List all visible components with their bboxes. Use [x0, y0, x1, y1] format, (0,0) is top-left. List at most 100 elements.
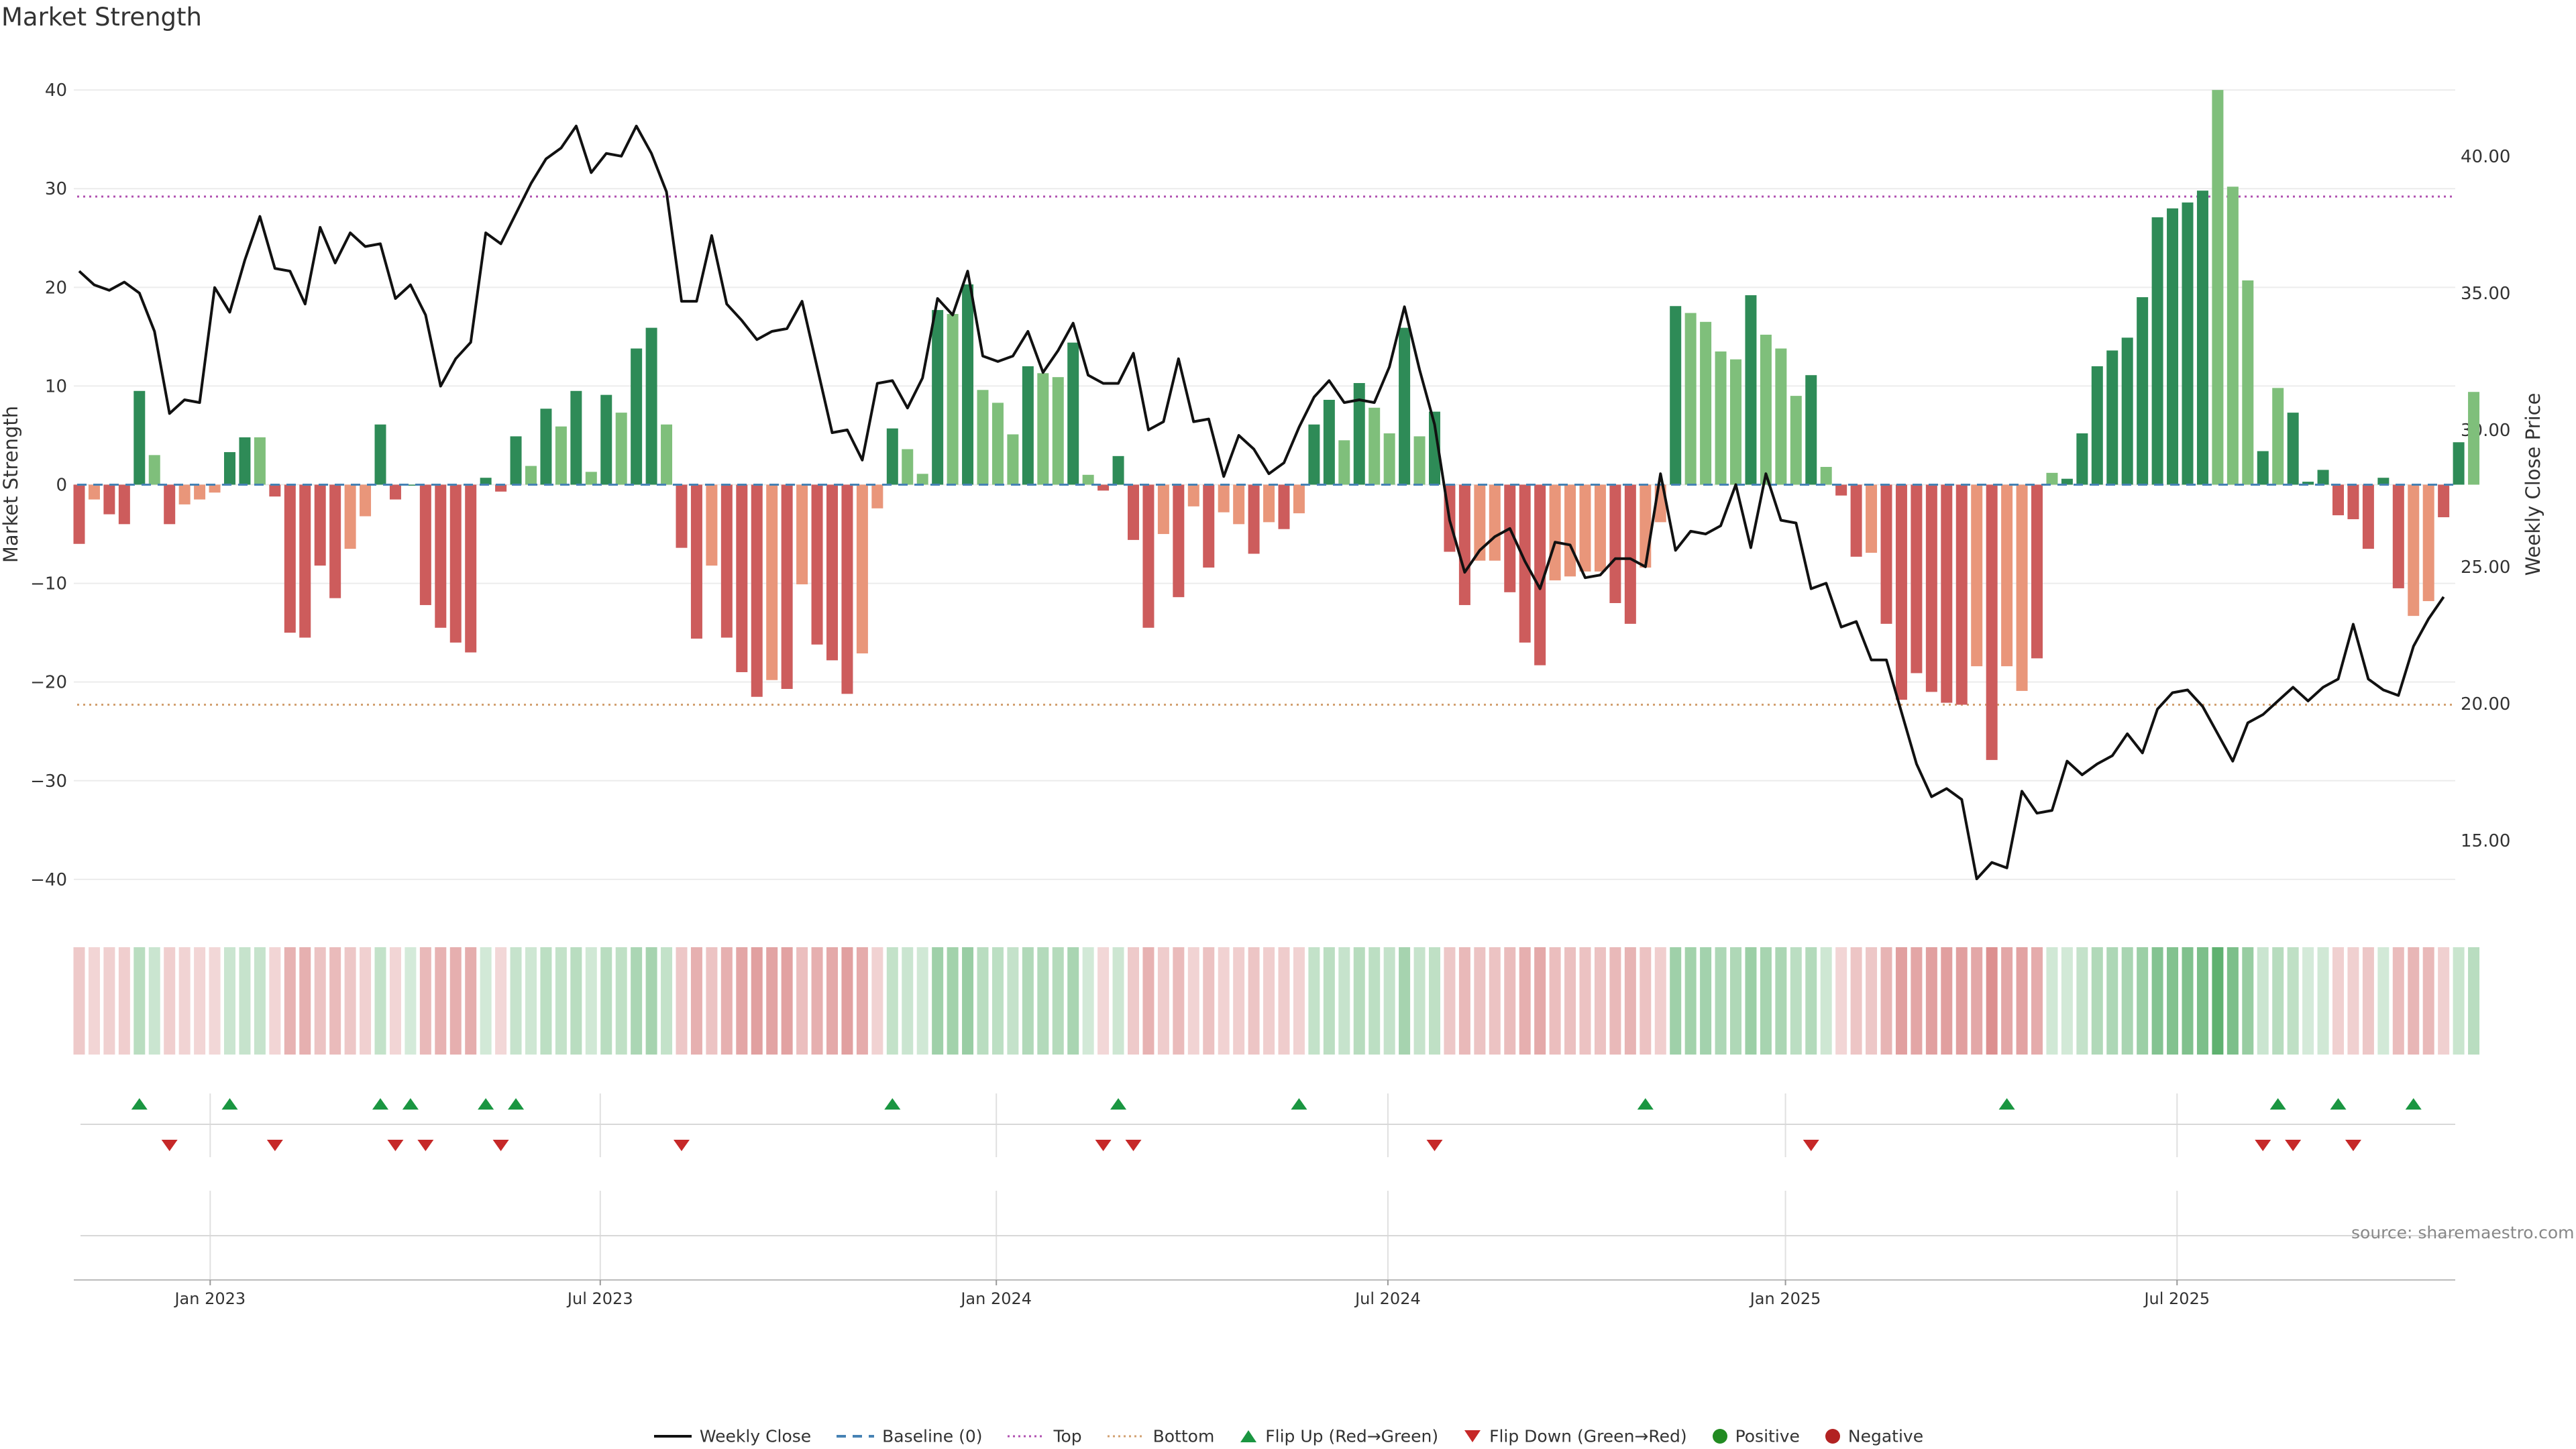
heat-strip-cell	[947, 947, 959, 1055]
legend-bottom-label: Bottom	[1152, 1426, 1215, 1446]
heat-strip-cell	[239, 947, 251, 1055]
y-tick-label: −10	[30, 574, 67, 594]
flip-up-marker	[1998, 1098, 2015, 1110]
heat-strip-cell	[1775, 947, 1787, 1055]
strength-bar	[1203, 484, 1215, 568]
legend-dashed-line-icon	[837, 1434, 875, 1438]
heat-strip-cell	[781, 947, 793, 1055]
x-tick-label: Jan 2025	[1749, 1289, 1821, 1308]
strength-bar	[2046, 472, 2058, 485]
y2-tick-label: 40.00	[2461, 147, 2510, 167]
heat-strip-cell	[1640, 947, 1652, 1055]
flip-up-marker	[884, 1098, 901, 1110]
strength-bar	[1955, 484, 1968, 705]
strength-bar	[103, 484, 115, 515]
heat-strip-cell	[2137, 947, 2149, 1055]
strength-bar	[2317, 470, 2329, 485]
strength-bar	[374, 424, 386, 485]
heat-strip-cell	[133, 947, 146, 1055]
heat-strip-cell	[540, 947, 552, 1055]
heat-strip-cell	[1941, 947, 1953, 1055]
heat-strip-cell	[2392, 947, 2404, 1055]
heat-strip-cell	[1489, 947, 1501, 1055]
strength-bar	[1640, 484, 1652, 568]
heat-strip-cell	[826, 947, 838, 1055]
flip-up-marker	[508, 1098, 525, 1110]
heat-strip-cell	[480, 947, 492, 1055]
heat-strip-cell	[2076, 947, 2088, 1055]
strength-bar	[1399, 327, 1411, 485]
heat-strip-cell	[435, 947, 447, 1055]
strength-bar	[2031, 484, 2043, 659]
strength-bar	[1805, 375, 1817, 485]
strength-bar	[73, 484, 85, 544]
strength-bar	[1715, 351, 1727, 485]
heat-strip-cell	[2106, 947, 2118, 1055]
legend-flip-down-label: Flip Down (Green→Red)	[1489, 1426, 1687, 1446]
heat-strip-cell	[2196, 947, 2208, 1055]
strength-bar	[1775, 348, 1787, 485]
heat-strip-cell	[2408, 947, 2420, 1055]
strength-bar	[555, 426, 567, 485]
heat-strip-cell	[1519, 947, 1531, 1055]
heat-strip-cell	[1745, 947, 1757, 1055]
flip-up-marker	[131, 1098, 148, 1110]
heat-strip-cell	[360, 947, 372, 1055]
flip-up-marker	[2330, 1098, 2347, 1110]
strength-bar	[1338, 440, 1350, 485]
heat-strip-cell	[2347, 947, 2359, 1055]
strength-bar	[1670, 306, 1682, 485]
strength-bar	[1458, 484, 1470, 605]
flip-down-marker	[417, 1140, 434, 1151]
flip-down-marker	[492, 1140, 509, 1151]
heat-strip-cell	[1413, 947, 1426, 1055]
strength-bar	[1925, 484, 1937, 692]
heat-strip-cell	[720, 947, 733, 1055]
heat-strip-cell	[676, 947, 688, 1055]
strength-bar	[269, 484, 281, 497]
heat-strip-cell	[1760, 947, 1772, 1055]
heat-strip-cell	[1263, 947, 1275, 1055]
strength-bar	[736, 484, 748, 672]
heat-strip-cell	[1444, 947, 1456, 1055]
strength-bar	[480, 478, 492, 485]
strength-bar	[405, 484, 417, 486]
heat-strip-cell	[374, 947, 386, 1055]
flip-up-marker	[1291, 1098, 1307, 1110]
heat-strip-cell	[1820, 947, 1832, 1055]
strength-bar	[2196, 191, 2208, 485]
y-tick-label: 0	[56, 476, 67, 496]
heat-strip-cell	[645, 947, 657, 1055]
strength-bar	[419, 484, 431, 605]
heat-strip-cell	[2332, 947, 2344, 1055]
heat-strip-cell	[1399, 947, 1411, 1055]
heat-strip-cell	[510, 947, 522, 1055]
heat-strip-cell	[1850, 947, 1862, 1055]
strength-bar	[1684, 313, 1697, 485]
triangle-up-icon	[1240, 1430, 1257, 1442]
strength-bar	[1579, 484, 1591, 572]
strength-bar	[2377, 478, 2390, 485]
heat-strip-cell	[449, 947, 462, 1055]
strength-bar	[2137, 297, 2149, 485]
heat-strip-cell	[164, 947, 176, 1055]
strength-bar	[2212, 90, 2224, 485]
heat-strip-cell	[2061, 947, 2073, 1055]
strength-bar	[706, 484, 718, 566]
heat-strip-cell	[916, 947, 928, 1055]
flip-down-marker	[161, 1140, 178, 1151]
strength-bar	[1895, 484, 1907, 700]
flip-down-marker	[1426, 1140, 1443, 1151]
heat-strip-cell	[615, 947, 627, 1055]
heat-strip-cell	[178, 947, 191, 1055]
legend-dotted-line-icon	[1008, 1435, 1046, 1438]
x-tick-label: Jul 2023	[566, 1289, 633, 1308]
strength-bar	[525, 466, 537, 485]
heat-strip-cell	[2377, 947, 2390, 1055]
heat-strip-cell	[600, 947, 612, 1055]
heat-strip-cell	[1474, 947, 1486, 1055]
strength-bar	[947, 314, 959, 485]
flip-up-marker	[372, 1098, 388, 1110]
strength-bar	[2242, 280, 2254, 485]
legend-positive: Positive	[1711, 1426, 1800, 1446]
